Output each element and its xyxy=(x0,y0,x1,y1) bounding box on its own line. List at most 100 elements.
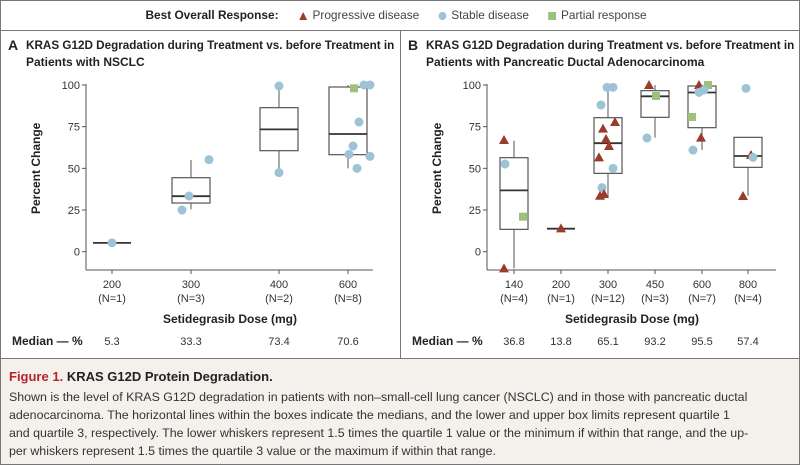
median-row-label: Median — % xyxy=(12,334,83,348)
box xyxy=(593,117,623,174)
y-tick-label: 50 xyxy=(469,163,481,175)
y-tick-label: 25 xyxy=(68,205,80,217)
triangle-icon xyxy=(299,11,308,20)
box xyxy=(640,90,670,118)
x-tick-label: 300 xyxy=(182,279,200,291)
data-point-stable xyxy=(608,163,618,173)
data-point-stable xyxy=(184,191,194,201)
data-point-progressive xyxy=(594,152,604,162)
data-point-stable xyxy=(699,85,709,95)
median-value: 5.3 xyxy=(104,336,119,348)
caption-box xyxy=(1,359,799,464)
data-point-stable xyxy=(177,205,187,215)
circle-icon xyxy=(438,11,447,20)
y-tick-label: 0 xyxy=(475,247,481,259)
data-point-stable xyxy=(596,100,606,110)
data-point-stable xyxy=(642,133,652,143)
panel-title-line: KRAS G12D Degradation during Treatment v… xyxy=(26,38,395,52)
data-point-progressive xyxy=(738,191,748,201)
median-value: 13.8 xyxy=(550,336,571,348)
x-tick-label: 400 xyxy=(270,279,288,291)
y-tick-label: 25 xyxy=(469,205,481,217)
data-point-stable xyxy=(274,168,284,178)
y-tick-label: 0 xyxy=(74,247,80,259)
legend-title: Best Overall Response: xyxy=(145,8,279,22)
x-tick-n-label: (N=2) xyxy=(265,293,293,305)
x-tick-n-label: (N=3) xyxy=(177,293,205,305)
x-tick-n-label: (N=1) xyxy=(98,293,126,305)
data-point-stable xyxy=(748,152,758,162)
data-point-stable xyxy=(274,81,284,91)
square-icon xyxy=(548,11,557,20)
legend-item-stable: Stable disease xyxy=(438,8,529,22)
data-point-stable xyxy=(365,151,375,161)
legend-item-partial: Partial response xyxy=(548,8,647,22)
data-point-partial xyxy=(652,92,660,101)
x-tick-n-label: (N=7) xyxy=(688,293,716,305)
data-point-stable xyxy=(348,141,358,151)
y-axis-label: Percent Change xyxy=(29,122,43,214)
caption-title: Figure 1. KRAS G12D Protein Degradation. xyxy=(9,369,273,384)
panel-letter: B xyxy=(408,37,419,53)
median-value: 93.2 xyxy=(644,336,665,348)
data-point-partial xyxy=(688,113,696,122)
x-tick-n-label: (N=8) xyxy=(334,293,362,305)
median-row-label: Median — % xyxy=(412,334,483,348)
panel-title-line: KRAS G12D Degradation during Treatment v… xyxy=(426,38,795,52)
data-point-progressive xyxy=(604,141,614,151)
data-point-progressive xyxy=(556,223,566,233)
panel-b-title: B KRAS G12D Degradation during Treatment… xyxy=(408,37,798,71)
data-point-progressive xyxy=(610,117,620,127)
x-tick-n-label: (N=4) xyxy=(500,293,528,305)
x-tick-label: 200 xyxy=(103,279,121,291)
panel-letter: A xyxy=(8,37,19,53)
y-tick-label: 50 xyxy=(68,163,80,175)
data-point-partial xyxy=(350,84,358,93)
data-point-stable xyxy=(608,82,618,92)
caption-line: per whiskers represent 1.5 times the qua… xyxy=(9,444,496,458)
x-tick-label: 450 xyxy=(646,279,664,291)
median-value: 33.3 xyxy=(180,336,201,348)
panel-title-line: Patients with Pancreatic Ductal Adenocar… xyxy=(426,55,705,69)
legend-label: Stable disease xyxy=(451,8,529,22)
data-point-stable xyxy=(597,183,607,193)
data-point-progressive xyxy=(499,135,509,145)
data-point-stable xyxy=(344,149,354,159)
y-tick-label: 100 xyxy=(62,80,80,92)
charts: 0 25 50 75 100 Percent Change Setidegrasib Dos… xyxy=(12,80,776,348)
data-point-stable xyxy=(107,238,117,248)
data-point-progressive xyxy=(696,132,706,142)
x-tick-n-label: (N=12) xyxy=(591,293,625,305)
data-point-stable xyxy=(359,80,369,90)
median-value: 36.8 xyxy=(503,336,524,348)
median-value: 70.6 xyxy=(337,336,358,348)
y-axis-label: Percent Change xyxy=(430,122,444,214)
data-point-stable xyxy=(204,155,214,165)
median-value: 73.4 xyxy=(268,336,289,348)
legend-label: Partial response xyxy=(560,8,647,22)
data-point-stable xyxy=(352,163,362,173)
data-point-partial xyxy=(519,212,527,221)
y-tick-label: 75 xyxy=(469,122,481,134)
x-tick-label: 140 xyxy=(505,279,523,291)
x-tick-label: 600 xyxy=(693,279,711,291)
data-point-stable xyxy=(688,145,698,155)
data-point-progressive xyxy=(599,189,609,199)
y-tick-label: 75 xyxy=(68,122,80,134)
median-value: 65.1 xyxy=(597,336,618,348)
x-axis-label: Setidegrasib Dose (mg) xyxy=(163,312,297,326)
caption-line: adenocarcinoma. The horizontal lines wit… xyxy=(9,408,730,422)
x-tick-label: 800 xyxy=(739,279,757,291)
x-tick-n-label: (N=1) xyxy=(547,293,575,305)
legend-label: Progressive disease xyxy=(312,8,420,22)
median-value: 95.5 xyxy=(691,336,712,348)
y-tick-label: 100 xyxy=(463,80,481,92)
legend: Best Overall Response: Progressive disea… xyxy=(5,8,795,22)
panel-divider-bottom xyxy=(0,358,800,359)
x-axis-label: Setidegrasib Dose (mg) xyxy=(565,312,699,326)
box xyxy=(733,136,763,168)
panel-a-title: A KRAS G12D Degradation during Treatment… xyxy=(8,37,398,71)
x-tick-n-label: (N=4) xyxy=(734,293,762,305)
x-tick-n-label: (N=3) xyxy=(641,293,669,305)
panel-divider xyxy=(400,30,401,359)
